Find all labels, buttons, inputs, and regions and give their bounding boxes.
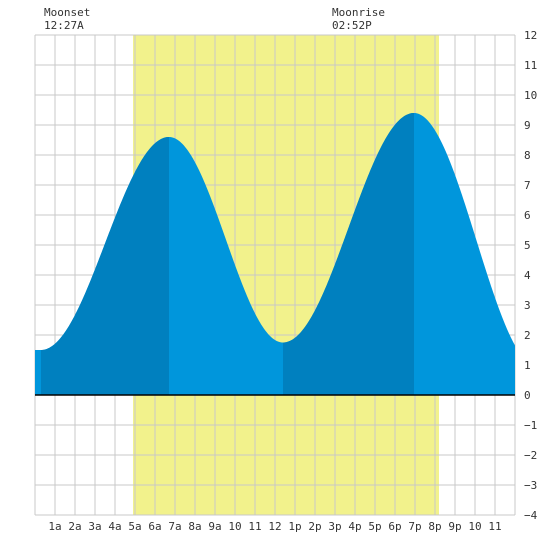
x-tick-label: 12 — [268, 520, 281, 533]
y-tick-label: 11 — [524, 59, 537, 72]
x-tick-label: 10 — [228, 520, 241, 533]
x-tick-label: 4a — [108, 520, 121, 533]
x-tick-label: 7p — [408, 520, 421, 533]
y-tick-label: 8 — [524, 149, 531, 162]
x-tick-label: 7a — [168, 520, 181, 533]
y-tick-label: −2 — [524, 449, 537, 462]
y-tick-label: 7 — [524, 179, 531, 192]
x-tick-label: 6a — [148, 520, 161, 533]
moonset-time: 12:27A — [44, 19, 84, 32]
y-tick-label: 0 — [524, 389, 531, 402]
x-tick-label: 1a — [48, 520, 61, 533]
y-tick-label: 9 — [524, 119, 531, 132]
y-tick-label: 1 — [524, 359, 531, 372]
x-tick-label: 11 — [488, 520, 501, 533]
y-tick-label: 5 — [524, 239, 531, 252]
y-tick-label: 2 — [524, 329, 531, 342]
tide-area-rising — [41, 137, 169, 395]
y-tick-label: 4 — [524, 269, 531, 282]
x-tick-label: 8p — [428, 520, 441, 533]
tide-area-rising — [283, 113, 414, 395]
moonrise-label: Moonrise — [332, 6, 385, 19]
y-tick-label: −4 — [524, 509, 538, 522]
y-tick-label: 10 — [524, 89, 537, 102]
moonrise-time: 02:52P — [332, 19, 372, 32]
x-tick-label: 5p — [368, 520, 381, 533]
x-tick-label: 4p — [348, 520, 361, 533]
x-tick-label: 3p — [328, 520, 341, 533]
x-tick-label: 5a — [128, 520, 141, 533]
x-tick-label: 2a — [68, 520, 81, 533]
y-tick-label: −3 — [524, 479, 537, 492]
y-tick-label: −1 — [524, 419, 537, 432]
x-tick-label: 3a — [88, 520, 101, 533]
x-tick-label: 10 — [468, 520, 481, 533]
x-tick-label: 6p — [388, 520, 401, 533]
x-tick-label: 9p — [448, 520, 461, 533]
x-tick-label: 11 — [248, 520, 261, 533]
x-tick-label: 1p — [288, 520, 301, 533]
y-tick-label: 12 — [524, 29, 537, 42]
x-tick-label: 2p — [308, 520, 321, 533]
y-tick-label: 6 — [524, 209, 531, 222]
x-tick-label: 8a — [188, 520, 201, 533]
moonset-label: Moonset — [44, 6, 91, 19]
y-tick-label: 3 — [524, 299, 531, 312]
x-tick-label: 9a — [208, 520, 221, 533]
